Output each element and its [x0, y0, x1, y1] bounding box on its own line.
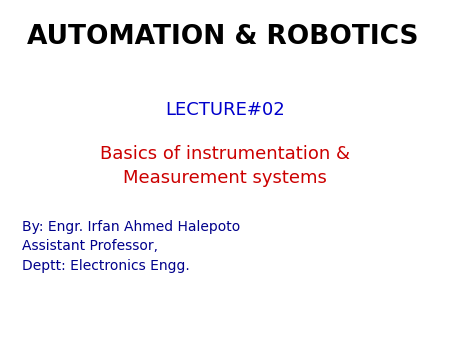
Text: LECTURE#02: LECTURE#02 [165, 101, 285, 119]
Text: By: Engr. Irfan Ahmed Halepoto
Assistant Professor,
Deptt: Electronics Engg.: By: Engr. Irfan Ahmed Halepoto Assistant… [22, 220, 241, 273]
Text: AUTOMATION & ROBOTICS: AUTOMATION & ROBOTICS [27, 24, 419, 50]
Text: Basics of instrumentation &
Measurement systems: Basics of instrumentation & Measurement … [100, 145, 350, 187]
